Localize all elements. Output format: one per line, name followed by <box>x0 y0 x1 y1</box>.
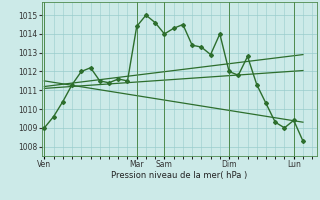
X-axis label: Pression niveau de la mer( hPa ): Pression niveau de la mer( hPa ) <box>111 171 247 180</box>
